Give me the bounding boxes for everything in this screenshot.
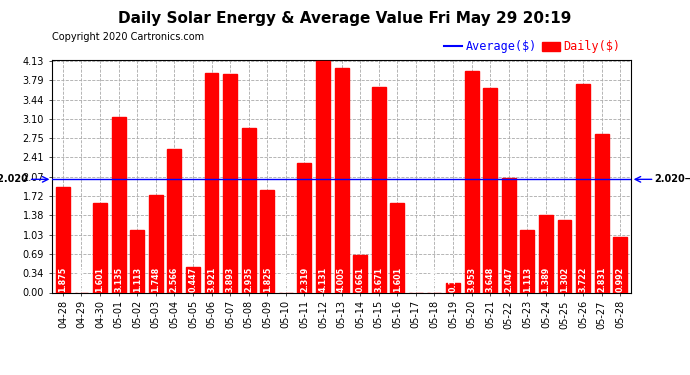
Text: 3.893: 3.893 [226, 267, 235, 292]
Text: 0.992: 0.992 [615, 267, 624, 292]
Bar [353, 255, 367, 292]
Text: →2.020: →2.020 [0, 174, 28, 184]
Text: 0.661: 0.661 [355, 267, 364, 292]
Bar [204, 73, 219, 292]
Text: 4.131: 4.131 [319, 267, 328, 292]
Text: 3.648: 3.648 [486, 267, 495, 292]
Bar [576, 84, 590, 292]
Text: 3.921: 3.921 [207, 267, 216, 292]
Bar [520, 230, 534, 292]
Bar [539, 214, 553, 292]
Text: 2.047: 2.047 [504, 267, 513, 292]
Text: 1.113: 1.113 [523, 267, 532, 292]
Text: 0.000: 0.000 [411, 267, 420, 292]
Bar [446, 283, 460, 292]
Bar [595, 134, 609, 292]
Text: 3.135: 3.135 [114, 267, 123, 292]
Text: 1.825: 1.825 [263, 267, 272, 292]
Bar [56, 188, 70, 292]
Text: Copyright 2020 Cartronics.com: Copyright 2020 Cartronics.com [52, 32, 204, 42]
Text: 3.953: 3.953 [467, 267, 476, 292]
Text: 0.000: 0.000 [282, 267, 290, 292]
Bar [130, 230, 144, 292]
Bar [168, 149, 181, 292]
Text: 1.875: 1.875 [59, 267, 68, 292]
Bar [613, 237, 627, 292]
Bar [149, 195, 163, 292]
Text: 2.566: 2.566 [170, 267, 179, 292]
Text: 1.389: 1.389 [542, 267, 551, 292]
Text: 4.005: 4.005 [337, 267, 346, 292]
Bar [335, 68, 348, 292]
Bar [391, 203, 404, 292]
Bar [260, 190, 274, 292]
Text: 2.935: 2.935 [244, 267, 253, 292]
Text: 3.671: 3.671 [374, 267, 383, 292]
Bar [316, 61, 330, 292]
Bar [372, 87, 386, 292]
Text: 1.748: 1.748 [151, 267, 160, 292]
Bar [112, 117, 126, 292]
Text: 3.722: 3.722 [578, 267, 588, 292]
Text: Daily Solar Energy & Average Value Fri May 29 20:19: Daily Solar Energy & Average Value Fri M… [118, 11, 572, 26]
Bar [502, 178, 515, 292]
Text: 2.020→: 2.020→ [655, 174, 690, 184]
Bar [558, 219, 571, 292]
Bar [93, 203, 107, 292]
Bar [241, 128, 255, 292]
Text: 0.000: 0.000 [430, 267, 439, 292]
Text: 1.601: 1.601 [393, 267, 402, 292]
Bar [297, 163, 311, 292]
Bar [223, 74, 237, 292]
Text: 1.113: 1.113 [132, 267, 141, 292]
Text: 0.447: 0.447 [188, 267, 197, 292]
Bar [186, 267, 200, 292]
Text: 0.000: 0.000 [77, 267, 86, 292]
Bar [483, 88, 497, 292]
Text: 1.601: 1.601 [95, 267, 105, 292]
Text: 0.173: 0.173 [448, 267, 457, 292]
Text: 2.831: 2.831 [597, 267, 606, 292]
Bar [464, 71, 479, 292]
Legend: Average($), Daily($): Average($), Daily($) [440, 36, 625, 58]
Text: 1.302: 1.302 [560, 267, 569, 292]
Text: 2.319: 2.319 [300, 267, 309, 292]
